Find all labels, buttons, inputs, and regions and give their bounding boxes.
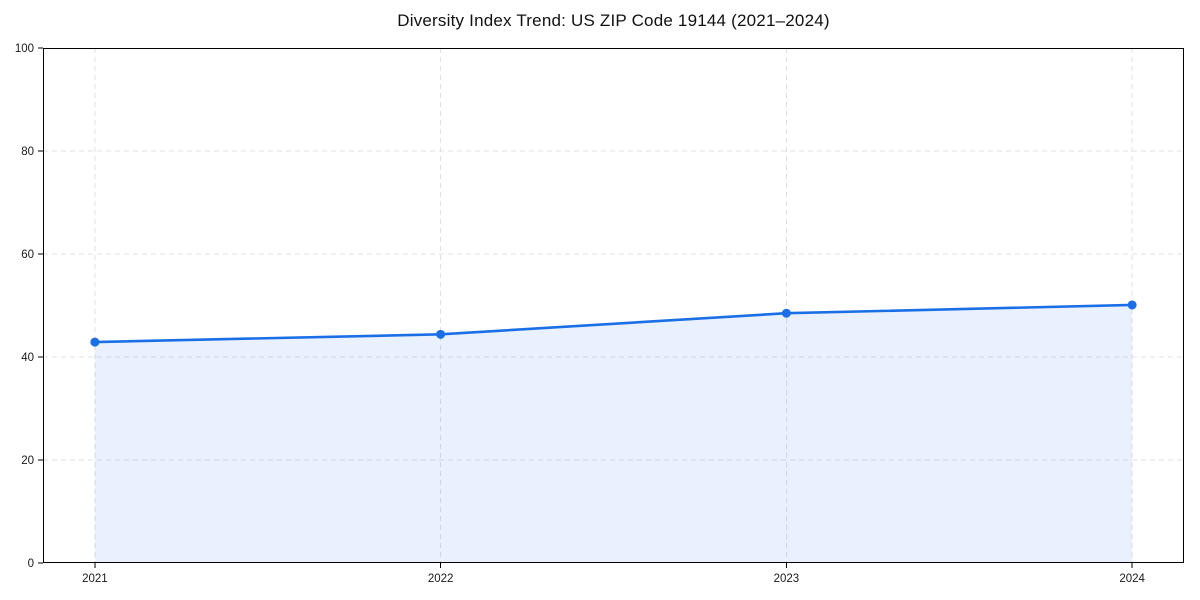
y-axis-tick-label: 60 — [21, 249, 34, 261]
area-fill — [94, 304, 1133, 563]
y-axis-tick-label: 80 — [21, 146, 34, 158]
chart-title: Diversity Index Trend: US ZIP Code 19144… — [397, 11, 830, 30]
y-axis-tick-label: 0 — [28, 558, 34, 570]
data-point-marker — [436, 329, 446, 339]
y-axis-tick-label: 20 — [21, 455, 34, 467]
x-axis-tick-label: 2022 — [428, 573, 454, 585]
plot-border — [42, 47, 1185, 564]
x-axis-tick-label: 2024 — [1119, 573, 1145, 585]
y-axis-tick-label: 100 — [15, 43, 34, 55]
x-axis-tick-label: 2023 — [774, 573, 800, 585]
data-point-marker — [1127, 300, 1137, 310]
x-axis-tick-label: 2021 — [82, 573, 108, 585]
data-point-marker — [781, 308, 791, 318]
trend-line — [93, 303, 1134, 344]
y-axis-tick-label: 40 — [21, 352, 34, 364]
data-point-marker — [90, 337, 100, 347]
